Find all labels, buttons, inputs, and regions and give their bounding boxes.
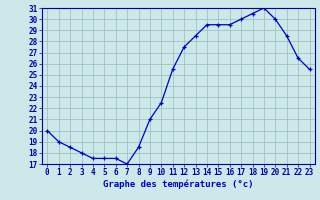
X-axis label: Graphe des températures (°c): Graphe des températures (°c) — [103, 180, 254, 189]
